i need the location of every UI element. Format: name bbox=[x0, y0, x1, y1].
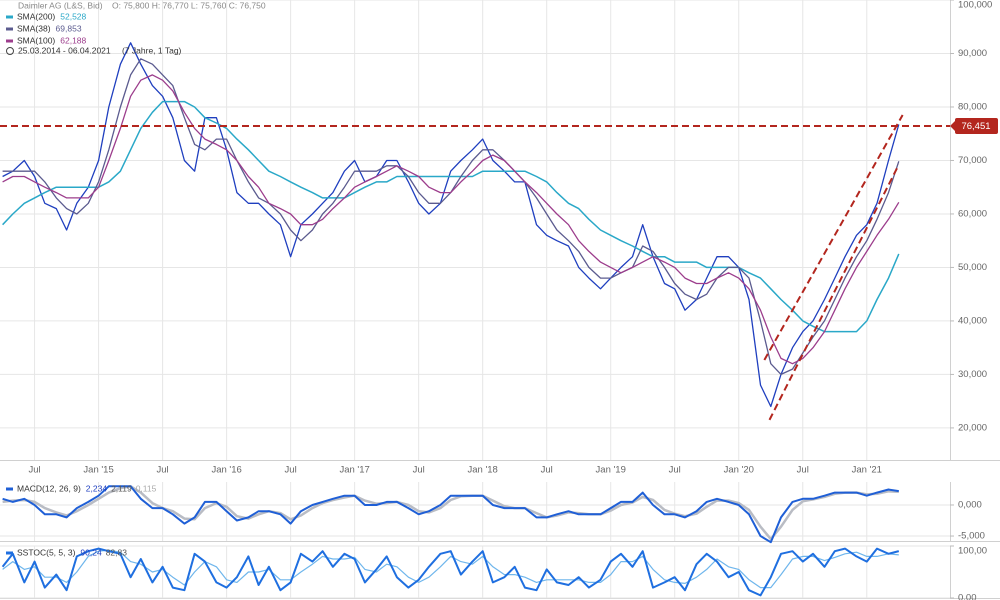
legend-swatch bbox=[6, 39, 13, 43]
indicator-reading: 2,234 bbox=[86, 483, 108, 493]
price-badge-tip bbox=[950, 119, 956, 132]
period: 25.03.2014 - 06.04.2021 bbox=[18, 45, 111, 55]
trend-channel-line bbox=[768, 164, 900, 421]
x-tick-label: Jul bbox=[797, 465, 809, 476]
legend-label: SMA(100) bbox=[17, 35, 55, 45]
series-line bbox=[2, 100, 900, 333]
series-line bbox=[2, 549, 899, 589]
x-tick-label: Jan '21 bbox=[852, 465, 882, 476]
y-tick-label: 80,000 bbox=[958, 101, 987, 112]
x-tick-label: Jul bbox=[28, 465, 40, 476]
x-tick-label: Jan '17 bbox=[339, 465, 369, 476]
text-layer: Daimler AG (L&S, Bid) O: 75,800 H: 76,77… bbox=[6, 0, 998, 600]
price-badge bbox=[955, 117, 998, 134]
y-tick-label: 100,000 bbox=[958, 0, 992, 11]
y-tick-label: 40,000 bbox=[958, 315, 987, 326]
y-tick-label: -5,000 bbox=[958, 531, 985, 542]
indicator-swatch bbox=[6, 551, 13, 555]
chart-title: Daimler AG (L&S, Bid) bbox=[18, 0, 103, 10]
x-tick-label: Jul bbox=[157, 465, 169, 476]
period-note: (7 Jahre, 1 Tag) bbox=[122, 45, 182, 55]
x-tick-label: Jan '20 bbox=[724, 465, 754, 476]
indicator-reading: 0,115 bbox=[136, 483, 157, 493]
marks-layer bbox=[0, 42, 950, 597]
y-tick-label: 0,00 bbox=[958, 593, 977, 600]
legend-value: 52,528 bbox=[60, 11, 86, 21]
y-tick-label: 60,000 bbox=[958, 208, 987, 219]
indicator-title: MACD(12, 26, 9) bbox=[17, 483, 81, 493]
x-tick-label: Jan '18 bbox=[468, 465, 498, 476]
y-tick-label: 90,000 bbox=[958, 48, 987, 59]
trend-channel-line bbox=[763, 114, 904, 361]
x-tick-label: Jul bbox=[541, 465, 553, 476]
x-tick-label: Jan '16 bbox=[211, 465, 241, 476]
quote: O: 75,800 H: 76,770 L: 75,760 C: 76,750 bbox=[112, 0, 266, 10]
legend-value: 69,853 bbox=[56, 23, 82, 33]
legend-label: SMA(200) bbox=[17, 11, 55, 21]
clock-icon bbox=[6, 47, 14, 55]
indicator-swatch bbox=[6, 487, 13, 491]
y-tick-label: 70,000 bbox=[958, 155, 987, 166]
series-line bbox=[2, 74, 900, 365]
series-line bbox=[1, 547, 900, 597]
series-line bbox=[2, 485, 899, 541]
y-tick-label: 50,000 bbox=[958, 262, 987, 273]
legend-swatch bbox=[6, 15, 13, 19]
series-line bbox=[2, 485, 899, 544]
y-tick-label: 100,00 bbox=[958, 546, 987, 557]
series-line bbox=[2, 42, 900, 408]
x-tick-label: Jul bbox=[285, 465, 297, 476]
price-badge-label: 76,451 bbox=[961, 121, 990, 132]
x-tick-label: Jan '19 bbox=[596, 465, 626, 476]
legend-swatch bbox=[6, 27, 13, 31]
y-tick-label: 30,000 bbox=[958, 369, 987, 380]
indicator-reading: 90,24 bbox=[80, 547, 102, 557]
legend-label: SMA(38) bbox=[17, 23, 51, 33]
y-tick-label: 20,000 bbox=[958, 422, 987, 433]
x-tick-label: Jan '15 bbox=[83, 465, 113, 476]
indicator-reading: 82,83 bbox=[106, 547, 128, 557]
indicator-reading: 2,119 bbox=[111, 483, 132, 493]
x-tick-label: Jul bbox=[669, 465, 681, 476]
legend-value: 62,188 bbox=[60, 35, 86, 45]
y-tick-label: 0,000 bbox=[958, 499, 982, 510]
x-tick-label: Jul bbox=[413, 465, 425, 476]
indicator-title: SSTOC(5, 5, 3) bbox=[17, 547, 76, 557]
